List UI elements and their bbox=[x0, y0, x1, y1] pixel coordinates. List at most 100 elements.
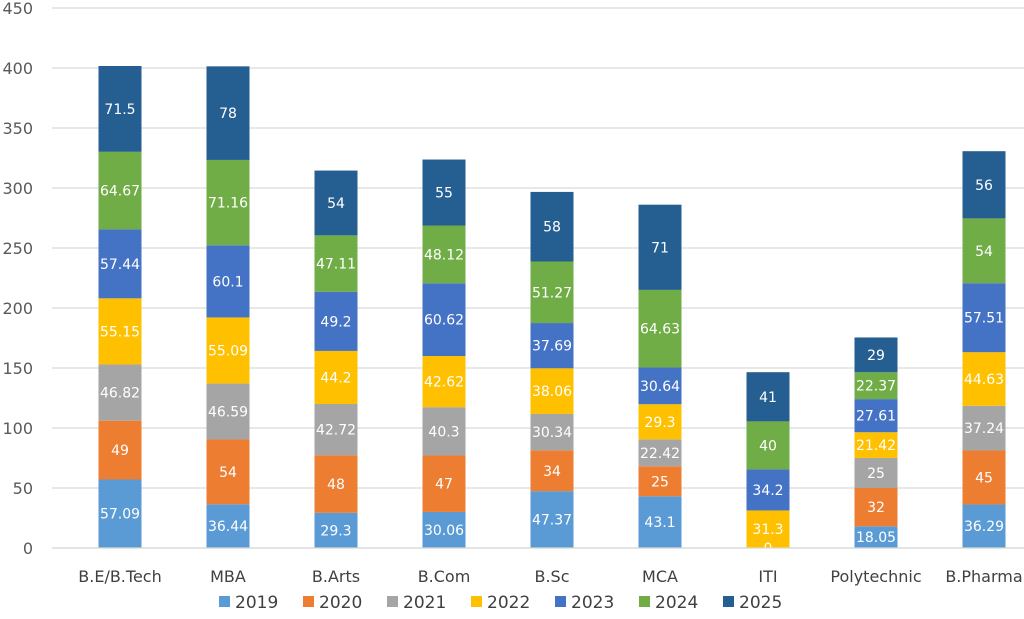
data-label: 30.06 bbox=[424, 523, 464, 539]
data-label: 56 bbox=[975, 178, 993, 194]
bar-segment bbox=[638, 466, 682, 497]
y-tick-label: 100 bbox=[2, 419, 33, 438]
data-label: 51.27 bbox=[532, 285, 572, 301]
bar-segment bbox=[962, 218, 1006, 284]
bar-segment bbox=[422, 283, 466, 357]
data-label: 42.72 bbox=[316, 423, 356, 439]
bar-segment bbox=[854, 337, 898, 373]
data-label: 18.05 bbox=[856, 530, 896, 546]
bar-segment bbox=[98, 479, 142, 548]
x-tick-label: MCA bbox=[642, 567, 678, 586]
data-label: 47 bbox=[435, 477, 453, 493]
legend: 2019 2020 2021 2022 2023 2024 2025 bbox=[219, 593, 782, 613]
legend-item: 2024 bbox=[639, 593, 698, 613]
legend-label: 2020 bbox=[319, 593, 362, 613]
legend-item: 2020 bbox=[303, 593, 362, 613]
x-tick-label: B.Com bbox=[418, 567, 471, 586]
data-label: 71 bbox=[651, 240, 669, 256]
legend-label: 2022 bbox=[487, 593, 530, 613]
data-label: 49 bbox=[111, 443, 129, 459]
y-tick-label: 50 bbox=[13, 479, 33, 498]
x-tick-label: ITI bbox=[758, 567, 777, 586]
bar-segment bbox=[314, 291, 358, 351]
bar-segment bbox=[854, 487, 898, 527]
data-label: 47.11 bbox=[316, 257, 356, 273]
bar-stack: 31.3 34.2 40 41 0 bbox=[746, 372, 790, 557]
data-label: 34.2 bbox=[752, 483, 783, 499]
legend-swatch bbox=[303, 596, 314, 607]
bar-segment bbox=[746, 372, 790, 422]
data-label: 54 bbox=[327, 196, 345, 212]
data-label: 45 bbox=[975, 470, 993, 486]
data-label: 42.62 bbox=[424, 375, 464, 391]
data-label: 60.62 bbox=[424, 313, 464, 329]
data-label: 36.44 bbox=[208, 519, 248, 535]
bar-segment bbox=[962, 450, 1006, 505]
bar-segment bbox=[98, 298, 142, 365]
bar-segment bbox=[746, 469, 790, 511]
data-label: 22.37 bbox=[856, 379, 896, 395]
legend-label: 2025 bbox=[739, 593, 782, 613]
data-label: 40 bbox=[759, 438, 777, 454]
bar-segment bbox=[206, 159, 250, 246]
data-label: 55 bbox=[435, 186, 453, 202]
y-tick-label: 300 bbox=[2, 179, 33, 198]
y-tick-label: 0 bbox=[23, 539, 33, 558]
legend-label: 2021 bbox=[403, 593, 446, 613]
bar-segment bbox=[962, 352, 1006, 406]
x-axis: B.E/B.Tech MBA B.Arts B.Com B.Sc MCA ITI Polyte… bbox=[52, 547, 1024, 586]
bar-segment bbox=[638, 204, 682, 290]
bar-segment bbox=[746, 510, 790, 548]
data-label: 47.37 bbox=[532, 513, 572, 529]
bar-segment bbox=[314, 512, 358, 548]
data-label: 32 bbox=[867, 500, 885, 516]
bar-segment bbox=[314, 170, 358, 236]
legend-label: 2023 bbox=[571, 593, 614, 613]
legend-swatch bbox=[471, 596, 482, 607]
legend-swatch bbox=[219, 596, 230, 607]
bar-stack: 18.05 32 25 21.42 27.61 22.37 29 bbox=[854, 337, 898, 548]
data-label: 34 bbox=[543, 464, 561, 480]
data-label: 55.09 bbox=[208, 344, 248, 360]
data-label: 37.24 bbox=[964, 421, 1004, 437]
bar-segment bbox=[422, 225, 466, 284]
bar-stack: 29.3 48 42.72 44.2 49.2 47.11 54 bbox=[314, 170, 358, 548]
data-label: 48.12 bbox=[424, 247, 464, 263]
bar-segment bbox=[206, 66, 250, 160]
bar-segment bbox=[530, 450, 574, 492]
data-label: 55.15 bbox=[100, 324, 140, 340]
data-label: 27.61 bbox=[856, 409, 896, 425]
data-label: 64.67 bbox=[100, 184, 140, 200]
y-tick-label: 350 bbox=[2, 119, 33, 138]
bar-segment bbox=[530, 261, 574, 324]
legend-swatch bbox=[555, 596, 566, 607]
data-label: 46.59 bbox=[208, 405, 248, 421]
bar-segment bbox=[314, 403, 358, 456]
bar-stack: 57.09 49 46.82 55.15 57.44 64.67 71.5 bbox=[98, 65, 142, 548]
bar-segment bbox=[206, 504, 250, 548]
legend-item: 2022 bbox=[471, 593, 530, 613]
bar-segment bbox=[638, 289, 682, 368]
bar-segment bbox=[962, 151, 1006, 219]
data-label: 41 bbox=[759, 390, 777, 406]
legend-label: 2019 bbox=[235, 593, 278, 613]
data-label: 71.5 bbox=[104, 102, 135, 118]
data-label: 54 bbox=[219, 465, 237, 481]
data-label: 38.06 bbox=[532, 384, 572, 400]
bar-stack: 30.06 47 40.3 42.62 60.62 48.12 55 bbox=[422, 159, 466, 548]
data-label: 30.64 bbox=[640, 379, 680, 395]
bar-segment bbox=[854, 399, 898, 433]
data-label: 29 bbox=[867, 348, 885, 364]
data-label: 57.51 bbox=[964, 311, 1004, 327]
bar-segment bbox=[98, 229, 142, 299]
x-tick-label: B.Sc bbox=[534, 567, 569, 586]
bar-segment bbox=[638, 404, 682, 440]
data-label: 37.69 bbox=[532, 339, 572, 355]
data-label: 22.42 bbox=[640, 446, 680, 462]
x-tick-label: MBA bbox=[210, 567, 246, 586]
bar-segment bbox=[854, 372, 898, 400]
y-tick-label: 450 bbox=[2, 0, 33, 18]
bar-segment bbox=[422, 455, 466, 512]
data-label: 44.63 bbox=[964, 372, 1004, 388]
y-axis: 0 50 100 150 200 250 300 350 400 450 bbox=[2, 0, 33, 558]
